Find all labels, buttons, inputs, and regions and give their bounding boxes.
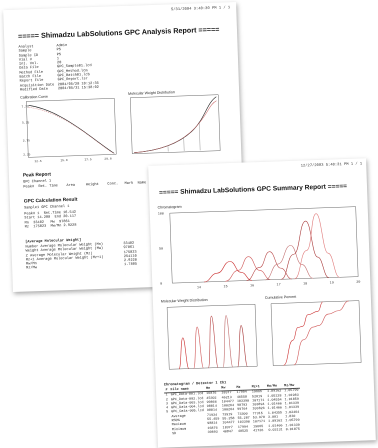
chromatogram-x-tick: 16 xyxy=(250,284,254,288)
svg-text:2.25: 2.25 xyxy=(23,153,31,156)
mwd-series-4 xyxy=(237,325,248,368)
mwd-series-3 xyxy=(222,315,234,368)
table-cell: 0.01875 xyxy=(285,427,300,433)
chromatogram-series-4 xyxy=(281,220,330,280)
gpc-result-title: GPC Calculation Result xyxy=(23,197,78,205)
mwd-series-0 xyxy=(178,337,190,370)
table-cell: SD xyxy=(172,432,177,437)
chromatogram-x-tick: 14 xyxy=(197,286,201,290)
svg-text:17.5: 17.5 xyxy=(84,158,92,161)
cumulative-series-1 xyxy=(293,300,349,366)
summary-report-title: ===== Shimadzu LabSolutions GPC Summary … xyxy=(158,182,348,197)
svg-text:5.25: 5.25 xyxy=(22,121,30,124)
chromatogram-x-tick: 18 xyxy=(303,282,307,286)
table-cell: 40847 xyxy=(222,430,234,435)
gpc-result-sub: Sample1 GPC Channel 1 xyxy=(24,204,70,211)
avg-mw-value: 1.7885 xyxy=(124,263,138,268)
summary-report-timestamp: 12/27/2003 5:40:31 PM 1 / 1 xyxy=(300,162,363,169)
chromatogram-series-1 xyxy=(225,256,271,282)
mwd-back-chart xyxy=(130,94,221,154)
analysis-meta-fields: Analyst Sample Sample ID Vial # Inj. Vol. Dat… xyxy=(18,44,54,92)
chromatogram-series-2 xyxy=(246,251,292,281)
table-cell: 41726 xyxy=(253,428,264,434)
chromatogram-chart: 0 50 100 14 15 16 17 18 19 20 xyxy=(158,206,360,290)
chromatogram-series-3 xyxy=(265,245,314,281)
chromatogram-y-tick: 100 xyxy=(158,212,164,216)
chromatogram-x-tick: 15 xyxy=(224,285,228,289)
analysis-meta-values: Admin PS PS 1 20 GPC_Sample01.lcd GPC_Method.l… xyxy=(56,43,99,92)
peak-report-title: Peak Report xyxy=(22,172,52,179)
svg-text:20.0: 20.0 xyxy=(104,157,112,160)
gpc-result-line: Mz 175023 Mw/Mn 2.9228 xyxy=(24,223,77,230)
table-cell: 40525 xyxy=(237,429,249,434)
meta-field-label: Modified Date xyxy=(19,87,49,93)
table-cell: 39893 xyxy=(207,430,218,435)
avg-mw-labels: Number Average Molecular Weight (Mn) Weig… xyxy=(25,243,103,271)
mwd-series-1 xyxy=(193,326,204,369)
mwd-series-2 xyxy=(208,315,219,369)
mwd-front-chart xyxy=(166,304,258,370)
svg-text:3.75: 3.75 xyxy=(23,139,31,142)
chromatogram-x-tick: 19 xyxy=(330,281,334,285)
cumulative-chart xyxy=(270,300,362,366)
svg-text:15.0: 15.0 xyxy=(60,159,68,162)
calibration-curve-chart: 7.75 5.25 3.75 2.25 12.5 15.0 17.5 20.0 xyxy=(21,98,117,163)
analysis-report-page: 5/31/2004 3:40:30 PM 1 / 1 ===== Shimadz… xyxy=(3,2,246,292)
chromatogram-y-tick: 50 xyxy=(159,247,163,251)
analysis-report-title: ===== Shimadzu LabSolutions GPC Analysis… xyxy=(17,24,220,41)
summary-report-page: 12/27/2003 5:40:31 PM 1 / 1 ===== Shimad… xyxy=(148,158,376,448)
chromatogram-series-0 xyxy=(204,261,252,283)
chromatogram-x-tick: 17 xyxy=(277,283,281,287)
chromatogram-x-tick: 20 xyxy=(356,281,360,285)
cumulative-series-0 xyxy=(283,301,323,366)
chromatogram-y-tick: 0 xyxy=(160,282,162,286)
svg-text:12.5: 12.5 xyxy=(34,160,42,163)
summary-table: # File name Mn Mw Mz Mz+1 Mw/Mn Mz/Mw 1 GPC_Data-… xyxy=(163,383,302,437)
chromatogram-series-5 xyxy=(294,213,340,280)
svg-text:7.75: 7.75 xyxy=(21,105,29,108)
analysis-report-timestamp: 5/31/2004 3:40:30 PM 1 / 1 xyxy=(170,6,231,13)
avg-mw-values: 33482 97861 175023 254110 2.9228 1.7885 xyxy=(123,242,137,268)
table-cell: 0.03131 xyxy=(268,428,283,433)
meta-field-value: 2004/05/31 15:38:02 xyxy=(57,85,99,92)
gpc-result-lines: Peak# 1 Ret.Time 16.542 Start 14.208 End … xyxy=(24,211,76,230)
